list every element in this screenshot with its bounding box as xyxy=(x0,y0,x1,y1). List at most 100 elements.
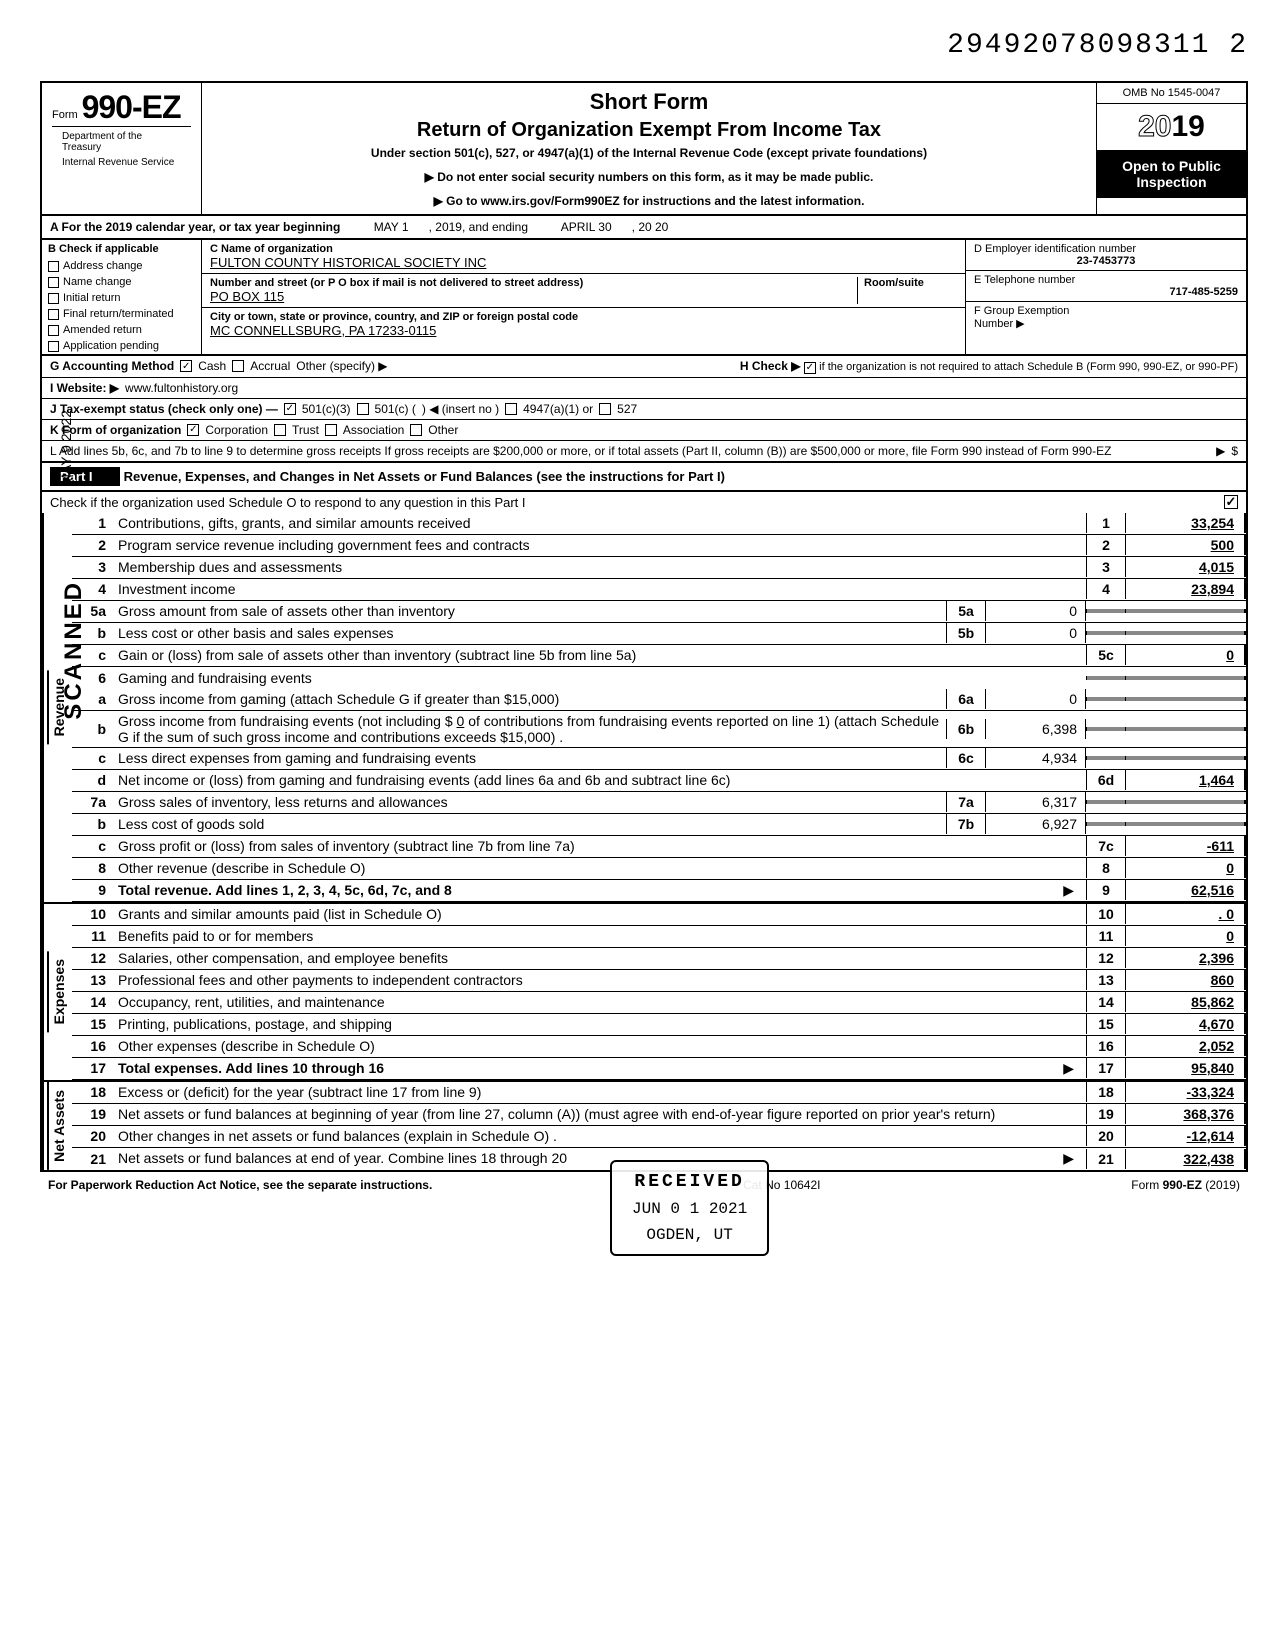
line6c-mid: 4,934 xyxy=(986,748,1086,768)
line10-desc: Grants and similar amounts paid (list in… xyxy=(112,904,1086,924)
ln7c: c xyxy=(72,836,112,856)
website-value: www.fultonhistory.org xyxy=(125,381,238,395)
501c-label: 501(c) ( xyxy=(375,402,416,416)
line4-desc: Investment income xyxy=(112,579,1086,599)
ln20: 20 xyxy=(72,1126,112,1146)
row-j-label: J Tax-exempt status (check only one) — xyxy=(50,402,278,416)
row-a-tax-year: A For the 2019 calendar year, or tax yea… xyxy=(40,216,1248,240)
ln12: 12 xyxy=(72,948,112,968)
line3-desc: Membership dues and assessments xyxy=(112,557,1086,577)
line5b-mid: 0 xyxy=(986,623,1086,643)
rn9: 9 xyxy=(1086,880,1126,900)
row-j-tax-status: J Tax-exempt status (check only one) — 5… xyxy=(42,399,1246,420)
line9-val: 62,516 xyxy=(1126,880,1246,900)
cb-trust[interactable] xyxy=(274,424,286,436)
line19-val: 368,376 xyxy=(1126,1104,1246,1124)
row-h-label: H Check ▶ xyxy=(740,359,801,373)
stamp-received: RECEIVED xyxy=(632,1172,747,1192)
cb-cash[interactable] xyxy=(180,360,192,372)
line12-val: 2,396 xyxy=(1126,948,1246,968)
row-l-arrow: ▶ xyxy=(1216,444,1225,458)
line8-val: 0 xyxy=(1126,858,1246,878)
col-c-org-info: C Name of organization FULTON COUNTY HIS… xyxy=(202,240,966,354)
line7b-mid: 6,927 xyxy=(986,814,1086,834)
mn6c: 6c xyxy=(946,748,986,768)
cb-501c3[interactable] xyxy=(284,403,296,415)
cb-501c[interactable] xyxy=(357,403,369,415)
ein-value: 23-7453773 xyxy=(974,255,1238,267)
website-label: I Website: ▶ xyxy=(50,381,119,395)
phone-value: 717-485-5259 xyxy=(974,286,1238,298)
line21-desc: Net assets or fund balances at end of ye… xyxy=(112,1148,1086,1169)
line2-desc: Program service revenue including govern… xyxy=(112,535,1086,555)
ln8: 8 xyxy=(72,858,112,878)
mn6a: 6a xyxy=(946,689,986,709)
check-schedule-o-row: Check if the organization used Schedule … xyxy=(40,492,1248,513)
ln21: 21 xyxy=(72,1149,112,1169)
ln19: 19 xyxy=(72,1104,112,1124)
line6b-mid: 6,398 xyxy=(986,719,1086,739)
ln13: 13 xyxy=(72,970,112,990)
line4-val: 23,894 xyxy=(1126,579,1246,599)
line8-desc: Other revenue (describe in Schedule O) xyxy=(112,858,1086,878)
ln18: 18 xyxy=(72,1082,112,1102)
omb-number: OMB No 1545-0047 xyxy=(1097,83,1246,104)
527-label: 527 xyxy=(617,402,637,416)
ln3: 3 xyxy=(72,557,112,577)
org-name: FULTON COUNTY HISTORICAL SOCIETY INC xyxy=(210,255,957,270)
line1-val: 33,254 xyxy=(1126,513,1246,533)
stamp-date: JUN 0 1 2021 xyxy=(632,1200,747,1218)
rn15: 15 xyxy=(1086,1014,1126,1034)
mn6b: 6b xyxy=(946,719,986,739)
instr-ssn: ▶ Do not enter social security numbers o… xyxy=(214,170,1084,184)
rn14: 14 xyxy=(1086,992,1126,1012)
rn17: 17 xyxy=(1086,1058,1126,1078)
rv7a xyxy=(1126,800,1246,804)
cb-other-org[interactable] xyxy=(410,424,422,436)
subtitle: Under section 501(c), 527, or 4947(a)(1)… xyxy=(214,146,1084,160)
line16-val: 2,052 xyxy=(1126,1036,1246,1056)
cb-corp[interactable] xyxy=(187,424,199,436)
line11-val: 0 xyxy=(1126,926,1246,946)
expenses-vlabel: Expenses xyxy=(42,904,72,1080)
name-label: C Name of organization xyxy=(210,243,957,255)
city-label: City or town, state or province, country… xyxy=(210,311,957,323)
cb-address-change[interactable]: Address change xyxy=(42,258,201,274)
cb-assoc[interactable] xyxy=(325,424,337,436)
cb-initial-return[interactable]: Initial return xyxy=(42,290,201,306)
cb-final-return[interactable]: Final return/terminated xyxy=(42,306,201,322)
line14-val: 85,862 xyxy=(1126,992,1246,1012)
line5c-val: 0 xyxy=(1126,645,1246,665)
line6a-desc: Gross income from gaming (attach Schedul… xyxy=(112,689,946,709)
rn19: 19 xyxy=(1086,1104,1126,1124)
row-a-mid: , 2019, and ending xyxy=(429,220,528,234)
rv6 xyxy=(1126,676,1246,680)
rn3: 3 xyxy=(1086,557,1126,577)
line18-val: -33,324 xyxy=(1126,1082,1246,1102)
cb-4947[interactable] xyxy=(505,403,517,415)
dept-treasury: Department of the Treasury xyxy=(52,126,191,157)
cb-application-pending[interactable]: Application pending xyxy=(42,338,201,354)
cb-amended-return[interactable]: Amended return xyxy=(42,322,201,338)
ln6b: b xyxy=(72,719,112,739)
line6c-desc: Less direct expenses from gaming and fun… xyxy=(112,748,946,768)
ln6c: c xyxy=(72,748,112,768)
rn10: 10 xyxy=(1086,904,1126,924)
received-stamp: RECEIVED JUN 0 1 2021 OGDEN, UT xyxy=(610,1160,769,1256)
street-label: Number and street (or P O box if mail is… xyxy=(210,277,857,289)
line20-desc: Other changes in net assets or fund bala… xyxy=(112,1126,1086,1146)
rn21: 21 xyxy=(1086,1149,1126,1169)
assoc-label: Association xyxy=(343,423,404,437)
rn11: 11 xyxy=(1086,926,1126,946)
netassets-label: Net Assets xyxy=(47,1082,69,1170)
cb-schedule-o[interactable] xyxy=(1224,495,1238,509)
cb-527[interactable] xyxy=(599,403,611,415)
cb-schedule-b[interactable] xyxy=(804,362,816,374)
ln16: 16 xyxy=(72,1036,112,1056)
line17-desc: Total expenses. Add lines 10 through 16 … xyxy=(112,1058,1086,1079)
main-title: Return of Organization Exempt From Incom… xyxy=(214,119,1084,142)
cb-name-change[interactable]: Name change xyxy=(42,274,201,290)
cb-accrual[interactable] xyxy=(232,360,244,372)
line15-val: 4,670 xyxy=(1126,1014,1246,1034)
netassets-vlabel: Net Assets xyxy=(42,1082,72,1170)
